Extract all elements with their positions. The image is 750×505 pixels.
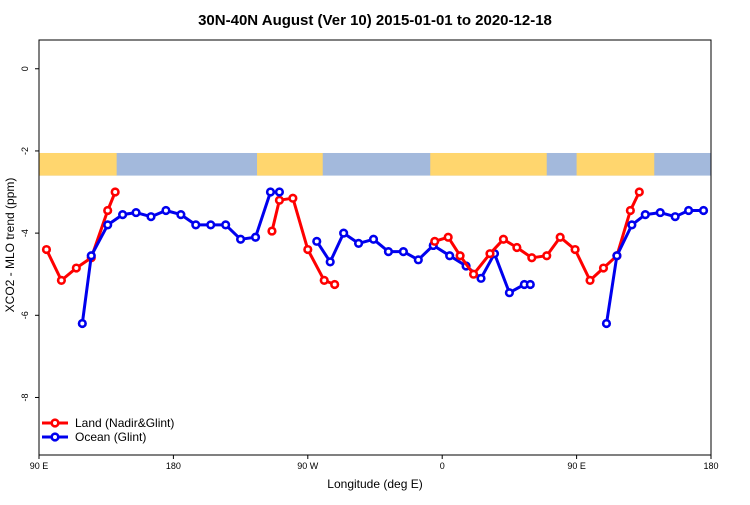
data-point: [330, 279, 340, 290]
data-point: [103, 205, 113, 216]
series-line-1-1: [315, 231, 531, 295]
data-point: [601, 318, 612, 329]
data-point: [110, 187, 120, 197]
data-point: [265, 187, 276, 197]
x-tick-label: 90 W: [297, 461, 319, 471]
y-tick-label: -4: [20, 229, 30, 237]
map-strip-land-0: [39, 152, 117, 176]
data-point: [625, 205, 635, 216]
data-point: [525, 279, 535, 290]
data-point: [118, 210, 128, 220]
legend: Land (Nadir&Glint)Ocean (Glint): [42, 416, 174, 444]
data-point: [250, 232, 261, 242]
data-point: [670, 212, 680, 222]
data-point: [161, 205, 171, 216]
axes: 90 E 180 90 W 0 90 E 180 0 -2 -4 -6 -8: [20, 39, 719, 471]
data-point: [413, 255, 423, 265]
data-point: [655, 207, 665, 218]
x-tick-label: 180: [703, 461, 718, 471]
legend-label: Ocean (Glint): [75, 430, 146, 444]
data-point: [339, 228, 349, 238]
data-point: [236, 234, 246, 244]
data-point: [570, 244, 580, 255]
data-point: [585, 275, 595, 285]
plot-frame: [38, 39, 712, 456]
data-point: [542, 251, 552, 261]
data-point: [325, 257, 335, 267]
map-strip-land-1: [257, 152, 323, 176]
data-point: [445, 251, 455, 261]
y-tick-label: -8: [20, 393, 30, 401]
data-point: [191, 220, 201, 230]
legend-label: Land (Nadir&Glint): [75, 416, 174, 430]
data-point: [555, 232, 565, 242]
data-point: [383, 247, 394, 257]
data-point: [86, 251, 96, 261]
data-point: [221, 220, 231, 230]
data-point: [312, 236, 322, 246]
data-point: [512, 242, 522, 253]
data-point: [640, 210, 650, 220]
plot-area: [39, 152, 711, 329]
data-point: [146, 212, 156, 222]
data-point: [303, 244, 313, 255]
data-point: [176, 210, 186, 220]
data-point: [77, 318, 87, 329]
data-point: [131, 207, 141, 218]
chart-title: 30N-40N August (Ver 10) 2015-01-01 to 20…: [198, 12, 552, 29]
x-tick-label: 90 E: [567, 461, 586, 471]
series-line-2-0: [434, 191, 641, 282]
y-tick-label: 0: [20, 66, 30, 71]
data-point: [398, 247, 408, 257]
data-point: [698, 205, 709, 216]
data-point: [612, 251, 622, 261]
y-tick-label: -6: [20, 311, 30, 319]
data-point: [71, 263, 81, 273]
map-strip-land-2: [430, 152, 547, 176]
series-line-3-0: [605, 209, 704, 324]
y-axis-label: XCO2 - MLO trend (ppm): [3, 178, 17, 313]
data-point: [274, 187, 285, 197]
data-point: [527, 253, 537, 263]
x-axis-label: Longitude (deg E): [327, 477, 422, 491]
data-point: [476, 273, 486, 283]
data-point: [430, 236, 440, 246]
data-point: [206, 220, 216, 230]
data-point: [319, 275, 329, 285]
data-point: [634, 187, 644, 197]
x-tick-label: 180: [166, 461, 181, 471]
data-point: [598, 263, 609, 273]
data-point: [627, 220, 637, 230]
data-point: [498, 234, 509, 244]
data-point: [485, 249, 495, 259]
data-point: [353, 238, 364, 248]
legend-marker: [50, 418, 60, 428]
data-point: [56, 275, 67, 285]
data-point: [504, 288, 515, 298]
map-strip-land-3: [576, 152, 655, 176]
data-point: [368, 234, 379, 244]
data-point: [455, 251, 465, 261]
data-point: [468, 269, 479, 279]
series-line-0-0: [45, 191, 117, 282]
data-point: [267, 226, 277, 236]
series-line-0-1: [270, 196, 336, 286]
data-point: [443, 232, 453, 242]
x-tick-label: 0: [440, 461, 445, 471]
data-point: [274, 195, 285, 205]
legend-marker: [50, 432, 60, 442]
data-point: [41, 244, 52, 255]
data-point: [683, 205, 694, 216]
x-tick-label: 90 E: [30, 461, 49, 471]
y-tick-label: -2: [20, 147, 30, 155]
data-point: [103, 220, 113, 230]
data-point: [288, 193, 298, 203]
